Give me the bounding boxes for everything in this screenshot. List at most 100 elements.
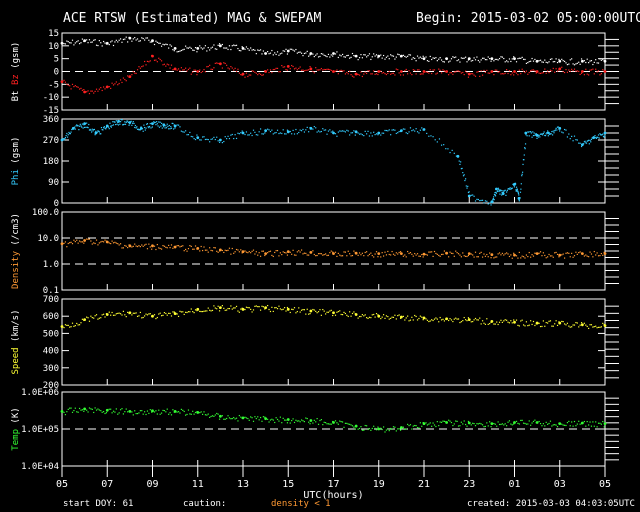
data-point-bt [127, 41, 129, 43]
data-point-phi [217, 140, 219, 142]
data-point-density [603, 251, 605, 253]
data-point-temp [497, 421, 499, 423]
data-point-speed [100, 317, 102, 319]
data-point-phi [573, 135, 576, 137]
data-point-bz [457, 70, 460, 72]
data-point-density [597, 255, 600, 257]
data-point-bt [341, 53, 344, 56]
data-point-density [510, 254, 512, 256]
data-point-phi [599, 133, 601, 135]
data-point-bz [344, 73, 347, 75]
data-point-density [542, 252, 544, 254]
data-point-bt [438, 58, 440, 60]
data-point-phi [341, 130, 344, 132]
data-point-temp [83, 407, 87, 411]
data-point-density [457, 253, 460, 255]
data-point-bt [443, 61, 445, 63]
data-point-bt [177, 50, 180, 53]
data-point-phi [382, 132, 385, 134]
data-point-bz [293, 68, 296, 70]
data-point-speed [159, 312, 161, 314]
data-point-bz [422, 73, 424, 75]
data-point-temp [571, 421, 573, 423]
data-point-phi [361, 134, 363, 136]
data-point-phi [70, 131, 72, 133]
data-point-phi [554, 130, 556, 132]
chart-title: ACE RTSW (Estimated) MAG & SWEPAM [63, 11, 322, 26]
data-point-phi [81, 123, 83, 125]
data-point-speed [278, 305, 280, 307]
data-point-speed [472, 320, 474, 323]
data-point-temp [179, 412, 181, 414]
data-point-bz [165, 65, 167, 67]
data-point-temp [551, 425, 553, 427]
data-point-phi [65, 135, 67, 137]
data-point-phi [124, 121, 126, 123]
data-point-bz [234, 67, 236, 69]
data-point-phi [521, 175, 523, 177]
data-point-temp [552, 424, 554, 426]
data-point-phi [368, 135, 371, 137]
data-point-bt [370, 58, 372, 61]
data-point-speed [481, 320, 484, 322]
data-point-bt [596, 62, 598, 64]
data-point-temp [93, 411, 95, 414]
data-point-temp [114, 411, 116, 413]
data-point-bt [498, 57, 501, 60]
data-point-bt [279, 53, 281, 55]
data-point-temp [231, 417, 233, 420]
data-point-bt [156, 41, 158, 43]
data-point-bz [374, 73, 376, 75]
data-point-density [404, 254, 406, 256]
data-point-phi [517, 192, 519, 194]
data-point-phi [250, 132, 252, 134]
data-point-bt [201, 48, 204, 50]
data-point-speed [542, 320, 544, 322]
data-point-phi [477, 198, 479, 201]
data-point-speed [316, 312, 318, 314]
data-point-bz [544, 68, 546, 70]
data-point-phi [449, 151, 451, 154]
data-point-bt [104, 42, 106, 44]
data-point-temp [357, 428, 359, 430]
data-point-temp [453, 423, 455, 425]
data-point-density [462, 252, 464, 254]
data-point-density [186, 250, 188, 252]
data-point-bz [317, 69, 320, 71]
data-point-temp [350, 424, 352, 426]
data-point-phi [597, 134, 600, 136]
data-point-density [422, 252, 426, 256]
data-point-temp [258, 419, 260, 421]
data-point-bt [276, 51, 279, 53]
data-point-speed [351, 312, 354, 315]
data-point-temp [228, 417, 231, 419]
data-point-bz [255, 72, 257, 74]
data-point-bt [182, 49, 184, 51]
data-point-bz [248, 74, 250, 76]
data-point-phi [230, 134, 232, 136]
data-point-bz [381, 72, 383, 74]
x-tick-label: 17 [327, 479, 339, 490]
data-point-temp [86, 409, 88, 411]
data-point-temp [545, 421, 547, 423]
data-point-bt [367, 54, 369, 57]
data-point-density [484, 255, 487, 257]
data-point-bz [131, 74, 133, 76]
data-point-temp [124, 411, 126, 413]
data-point-bz [377, 70, 381, 73]
data-point-speed [459, 321, 461, 324]
data-point-phi [463, 174, 465, 176]
data-point-bz [404, 70, 406, 72]
data-point-speed [595, 325, 597, 327]
data-point-bt [309, 52, 313, 55]
data-point-speed [240, 308, 242, 310]
data-point-bt [95, 44, 98, 46]
data-point-bz [525, 70, 528, 72]
data-point-bz [98, 88, 100, 90]
data-point-phi [238, 133, 240, 135]
data-point-bz [166, 63, 168, 65]
data-point-speed [247, 306, 249, 309]
data-point-phi [490, 204, 492, 206]
data-point-temp [128, 409, 132, 413]
data-point-density [573, 255, 576, 257]
